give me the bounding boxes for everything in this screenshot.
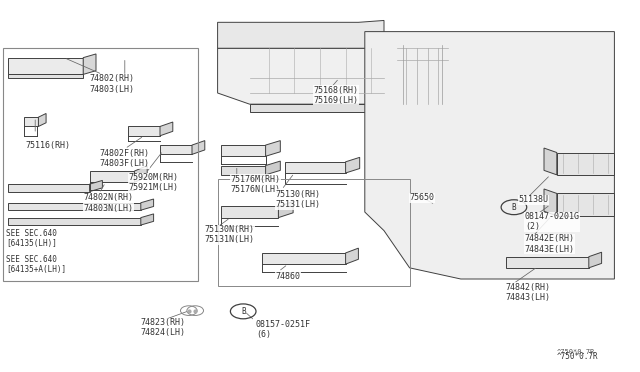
Polygon shape (346, 248, 358, 264)
Text: 75176M(RH)
75176N(LH): 75176M(RH) 75176N(LH) (230, 175, 280, 194)
Text: B: B (241, 307, 246, 316)
Polygon shape (160, 145, 192, 154)
Polygon shape (544, 189, 557, 216)
Text: 74802(RH)
74803(LH): 74802(RH) 74803(LH) (90, 74, 134, 94)
Polygon shape (8, 74, 83, 78)
Text: ^750*0.7R: ^750*0.7R (557, 349, 595, 355)
Text: 74802N(RH)
74803N(LH): 74802N(RH) 74803N(LH) (83, 193, 133, 213)
Text: B: B (511, 203, 516, 212)
Bar (3, 48, 198, 281)
Text: 08147-0201G
(2): 08147-0201G (2) (525, 212, 580, 231)
Text: 75650: 75650 (410, 193, 435, 202)
Text: SEE SEC.640
[64135(LH)]: SEE SEC.640 [64135(LH)] (6, 229, 57, 248)
Polygon shape (221, 166, 266, 175)
Text: 74823(RH)
74824(LH): 74823(RH) 74824(LH) (141, 318, 186, 337)
Polygon shape (8, 203, 141, 210)
Text: 74842E(RH)
74843E(LH): 74842E(RH) 74843E(LH) (525, 234, 575, 254)
Text: 08157-0251F
(6): 08157-0251F (6) (256, 320, 311, 339)
Polygon shape (266, 141, 280, 156)
Polygon shape (221, 145, 266, 156)
Bar (218, 179, 410, 286)
Polygon shape (278, 202, 293, 218)
Polygon shape (128, 126, 160, 136)
Polygon shape (218, 48, 384, 104)
Text: 74842(RH)
74843(LH): 74842(RH) 74843(LH) (506, 283, 550, 302)
Polygon shape (141, 199, 154, 210)
Polygon shape (8, 218, 141, 225)
Polygon shape (8, 184, 90, 192)
Polygon shape (285, 162, 346, 173)
Polygon shape (90, 180, 102, 192)
Polygon shape (506, 257, 589, 268)
Polygon shape (557, 193, 614, 216)
Polygon shape (141, 214, 154, 225)
Text: 74802F(RH)
74803F(LH): 74802F(RH) 74803F(LH) (99, 149, 149, 168)
Polygon shape (90, 171, 134, 182)
Polygon shape (557, 153, 614, 175)
Text: 75130(RH)
75131(LH): 75130(RH) 75131(LH) (275, 190, 320, 209)
Text: 75130N(RH)
75131N(LH): 75130N(RH) 75131N(LH) (205, 225, 255, 244)
Polygon shape (160, 122, 173, 136)
Polygon shape (346, 157, 360, 173)
Text: 75920M(RH)
75921M(LH): 75920M(RH) 75921M(LH) (128, 173, 178, 192)
Polygon shape (83, 54, 96, 74)
Polygon shape (589, 252, 602, 268)
Polygon shape (192, 141, 205, 154)
Text: 74860: 74860 (275, 272, 300, 280)
Polygon shape (218, 20, 384, 48)
Text: 75168(RH)
75169(LH): 75168(RH) 75169(LH) (314, 86, 358, 105)
Polygon shape (365, 32, 614, 279)
Text: SEE SEC.640
[64135+A(LH)]: SEE SEC.640 [64135+A(LH)] (6, 255, 67, 274)
Polygon shape (544, 148, 557, 175)
Text: ^750*0.7R: ^750*0.7R (557, 352, 598, 360)
Polygon shape (24, 117, 38, 126)
Polygon shape (250, 104, 384, 112)
Polygon shape (8, 58, 83, 74)
Polygon shape (221, 206, 278, 218)
Text: 51138U: 51138U (518, 195, 548, 204)
Polygon shape (134, 166, 147, 182)
Polygon shape (38, 113, 46, 126)
Polygon shape (266, 161, 280, 175)
Polygon shape (262, 253, 346, 264)
Text: 75116(RH): 75116(RH) (26, 141, 70, 150)
